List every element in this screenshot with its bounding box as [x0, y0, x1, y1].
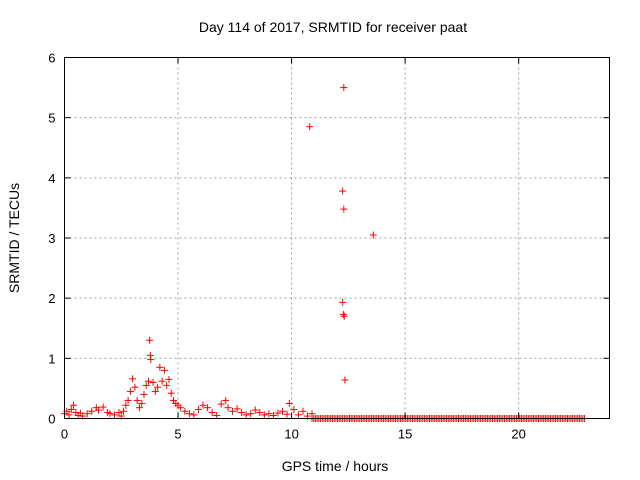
y-tick-label: 1	[48, 351, 55, 366]
data-point	[158, 377, 166, 385]
data-point	[151, 387, 159, 395]
data-point	[135, 404, 143, 412]
data-point	[163, 381, 171, 389]
data-point	[340, 205, 348, 213]
chart-title: Day 114 of 2017, SRMTID for receiver paa…	[199, 19, 467, 35]
data-point	[133, 396, 141, 404]
data-point	[339, 310, 347, 318]
data-point	[224, 404, 232, 412]
x-tick-label: 0	[61, 427, 68, 442]
data-point	[181, 407, 189, 415]
data-point	[190, 411, 198, 419]
data-point	[285, 399, 293, 407]
data-point	[238, 408, 246, 416]
data-point	[115, 408, 123, 416]
data-point	[156, 363, 164, 371]
x-axis-label: GPS time / hours	[282, 458, 389, 474]
data-point	[67, 405, 75, 413]
data-point	[299, 407, 307, 415]
data-point	[165, 375, 173, 383]
data-point	[269, 411, 277, 419]
data-point	[283, 410, 291, 418]
data-point	[247, 410, 255, 418]
data-point	[199, 401, 207, 409]
data-point	[70, 401, 78, 409]
grid-lines	[64, 57, 610, 419]
data-point	[217, 400, 225, 408]
data-point	[306, 123, 314, 131]
data-point	[83, 410, 91, 418]
data-point	[242, 411, 250, 419]
y-tick-label: 5	[48, 111, 55, 126]
data-point	[176, 404, 184, 412]
data-point	[229, 407, 237, 415]
y-tick-label: 6	[48, 51, 55, 66]
x-tick-label: 15	[398, 427, 412, 442]
data-point	[340, 84, 348, 92]
data-point	[290, 405, 298, 413]
data-point	[124, 396, 132, 404]
data-point	[233, 405, 241, 413]
data-point	[142, 381, 150, 389]
data-point	[146, 336, 154, 344]
data-point	[222, 396, 230, 404]
data-point	[194, 405, 202, 413]
y-tick-label: 4	[48, 171, 55, 186]
data-point	[126, 387, 134, 395]
data-point	[213, 411, 221, 419]
data-point	[208, 408, 216, 416]
data-points	[61, 84, 589, 422]
data-point	[140, 390, 148, 398]
data-point	[279, 407, 286, 415]
y-tick-label: 3	[48, 231, 55, 246]
data-point	[251, 406, 259, 414]
data-point	[154, 383, 162, 391]
data-point	[131, 383, 139, 391]
data-point	[369, 231, 377, 239]
x-tick-label: 20	[511, 427, 525, 442]
axis-ticks: 0 5 10 15 20 0 1 2 3 4 5 6	[48, 51, 610, 442]
y-tick-label: 0	[48, 412, 55, 427]
data-point	[294, 411, 302, 419]
data-point	[185, 410, 193, 418]
data-point	[256, 408, 264, 416]
y-axis-label: SRMTID / TECUs	[6, 183, 22, 293]
data-point	[274, 409, 282, 417]
data-point	[204, 404, 212, 412]
data-point	[147, 356, 155, 364]
y-tick-label: 2	[48, 291, 55, 306]
data-point	[339, 298, 347, 306]
data-point	[120, 407, 128, 415]
x-tick-label: 10	[284, 427, 298, 442]
data-point	[308, 410, 316, 418]
data-point	[145, 377, 153, 385]
data-point	[129, 375, 137, 383]
data-point	[149, 378, 157, 386]
data-point	[95, 406, 103, 414]
data-point	[122, 401, 130, 409]
data-point	[265, 410, 273, 418]
data-point	[88, 407, 96, 415]
data-point	[339, 187, 347, 195]
data-point	[340, 312, 348, 320]
x-tick-label: 5	[174, 427, 181, 442]
data-point	[99, 403, 107, 411]
data-point	[341, 376, 349, 384]
data-point	[106, 410, 114, 418]
data-point	[138, 399, 146, 407]
data-point	[110, 411, 118, 419]
data-point	[167, 389, 175, 397]
data-point	[65, 411, 73, 419]
data-point	[260, 411, 268, 419]
data-point	[160, 366, 168, 374]
